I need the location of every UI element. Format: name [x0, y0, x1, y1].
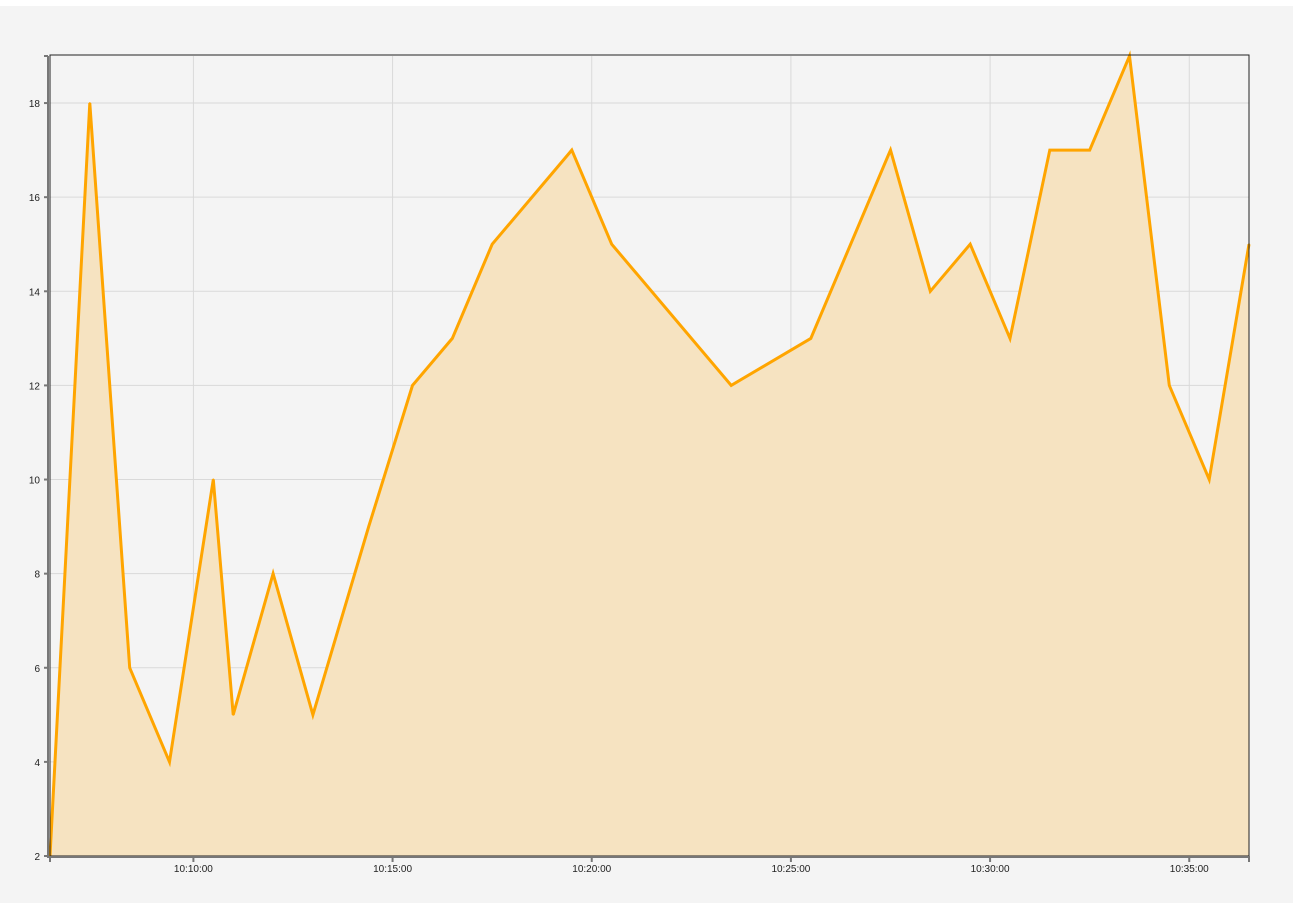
- data-point: [1009, 337, 1011, 340]
- x-tick-label: 10:35:00: [1170, 864, 1209, 875]
- data-point: [929, 290, 932, 293]
- y-axis: 2 4 6 8 10 12 14 16 18: [29, 55, 49, 863]
- x-tick-label: 10:15:00: [373, 864, 412, 875]
- y-tick-label: 16: [29, 193, 41, 204]
- data-point: [969, 243, 972, 246]
- y-tick-label: 14: [29, 287, 41, 298]
- data-point: [128, 666, 131, 669]
- y-tick-label: 10: [29, 476, 41, 487]
- data-point: [491, 243, 494, 246]
- y-tick-label: 2: [34, 852, 40, 863]
- data-point: [1048, 149, 1051, 152]
- data-point: [272, 572, 275, 575]
- data-point: [168, 760, 171, 763]
- data-point: [809, 337, 812, 340]
- x-tick-label: 10:25:00: [771, 864, 810, 875]
- data-point: [232, 713, 235, 716]
- x-axis: 10:10:00 10:15:00 10:20:00 10:25:00 10:30:00…: [47, 856, 1250, 875]
- x-tick-label: 10:30:00: [971, 864, 1010, 875]
- data-point: [570, 149, 573, 152]
- y-tick-label: 18: [29, 99, 41, 110]
- series-area-fill: [50, 56, 1249, 856]
- data-point: [610, 243, 613, 246]
- y-tick-label: 6: [34, 664, 40, 675]
- data-point: [1088, 149, 1091, 152]
- data-point: [451, 337, 454, 340]
- data-point: [311, 713, 314, 716]
- y-tick-label: 12: [29, 381, 41, 392]
- data-point: [411, 384, 414, 387]
- data-point: [88, 102, 91, 105]
- data-point: [1168, 384, 1171, 387]
- data-point: [730, 384, 733, 387]
- data-point: [1208, 478, 1211, 481]
- data-point: [212, 478, 215, 481]
- data-point: [889, 149, 892, 152]
- data-point: [367, 525, 370, 528]
- series-line: [48, 50, 1251, 857]
- x-tick-label: 10:10:00: [174, 864, 213, 875]
- x-tick-label: 10:20:00: [572, 864, 611, 875]
- y-tick-label: 8: [34, 570, 40, 581]
- y-tick-label: 4: [34, 758, 40, 769]
